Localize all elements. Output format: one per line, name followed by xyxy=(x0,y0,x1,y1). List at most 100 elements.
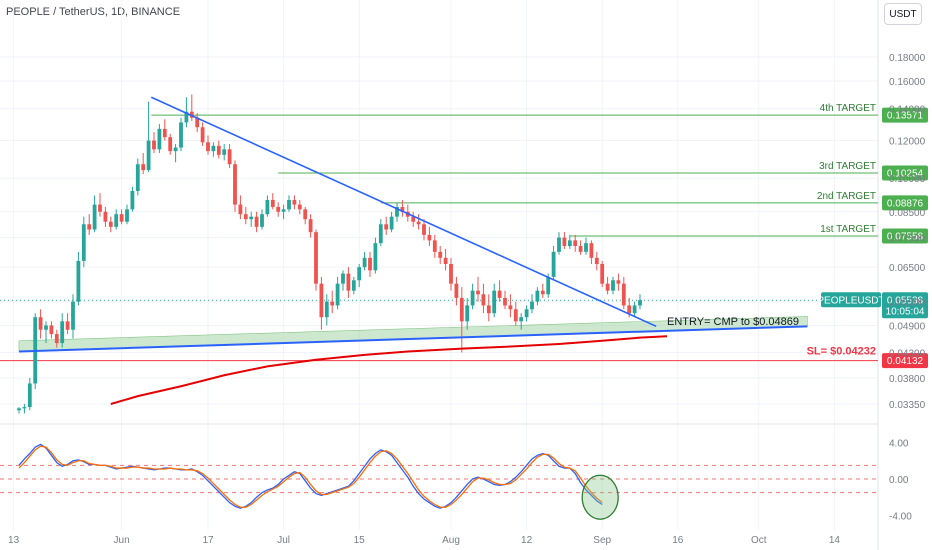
time-tick-label: 13 xyxy=(8,535,20,546)
candle xyxy=(146,101,151,173)
candle xyxy=(184,97,189,128)
candle-body xyxy=(227,149,232,165)
price-axis[interactable]: 0.18000 0.16000 0.14000 0.12000 0.10000 0.085… xyxy=(889,53,926,411)
time-tick-label: 12 xyxy=(521,535,533,546)
candle xyxy=(362,251,367,271)
time-tick-label: 15 xyxy=(354,535,366,546)
candle-body xyxy=(222,149,227,155)
candle-body xyxy=(65,321,70,330)
candle xyxy=(459,287,464,353)
oscillator-panel: 4.00 0.00 -4.00 xyxy=(0,439,912,522)
candle-body xyxy=(335,283,340,306)
candle xyxy=(49,321,54,339)
candle-body xyxy=(98,204,102,212)
candlestick-series xyxy=(17,94,642,414)
candle xyxy=(422,219,426,241)
candle-body xyxy=(54,334,59,344)
candle xyxy=(162,119,167,141)
candle-body xyxy=(616,280,621,284)
candle xyxy=(92,195,97,233)
candle xyxy=(621,276,626,310)
candle-body xyxy=(233,164,237,205)
candle xyxy=(530,294,534,314)
candle xyxy=(443,248,448,271)
candle xyxy=(179,117,183,152)
candle-body xyxy=(157,128,162,150)
current-price-tag xyxy=(882,292,928,319)
candle-body xyxy=(470,290,475,306)
candle xyxy=(551,246,556,281)
candle xyxy=(562,232,567,249)
target-label: 1st TARGET xyxy=(820,224,876,235)
candle xyxy=(81,216,86,268)
highlight-circle xyxy=(581,474,619,520)
candle-body xyxy=(395,206,399,217)
price-tick-label: 0.08500 xyxy=(889,208,926,219)
currency-button[interactable]: USDT xyxy=(884,3,922,25)
candle xyxy=(605,276,610,295)
time-tick-label: 14 xyxy=(829,535,841,546)
price-tick-label: 0.18000 xyxy=(889,53,926,64)
candle xyxy=(470,283,475,310)
price-tick-label: 0.04300 xyxy=(889,348,926,359)
candle xyxy=(351,276,356,295)
candle-body xyxy=(427,234,432,241)
candle xyxy=(168,133,173,155)
candle xyxy=(476,276,480,302)
candle-body xyxy=(351,280,356,291)
candle-body xyxy=(562,237,567,247)
candle-body xyxy=(341,273,345,284)
candle-body xyxy=(27,383,32,408)
candle-body xyxy=(76,260,81,302)
candle-body xyxy=(108,221,113,227)
candle xyxy=(292,195,297,210)
time-axis[interactable]: 13 Jun 17 Jul 15 Aug 12 Sep 16 Oct 14 xyxy=(8,535,840,546)
candle xyxy=(389,211,394,233)
price-tick-label: 0.05500 xyxy=(889,298,926,309)
grid-lines xyxy=(0,0,879,550)
candle xyxy=(233,160,237,212)
current-price-text: 0.05538 xyxy=(887,296,924,307)
candle xyxy=(173,144,178,163)
price-tick-label: 0.14000 xyxy=(889,105,926,116)
time-tick-label: Aug xyxy=(442,535,460,546)
candle-body xyxy=(125,209,129,222)
candle xyxy=(557,232,561,255)
stop-loss-tag xyxy=(882,353,928,369)
candle xyxy=(432,234,437,258)
candle-body xyxy=(389,216,394,230)
target-price-tag xyxy=(882,195,928,211)
candle-body xyxy=(330,301,335,306)
candle-body xyxy=(297,204,302,210)
candle xyxy=(216,140,221,159)
stop-loss-price: 0.04132 xyxy=(887,356,924,367)
candle xyxy=(335,276,340,310)
candle xyxy=(103,206,108,227)
candle-body xyxy=(411,216,416,222)
candle xyxy=(400,199,405,217)
candle-body xyxy=(508,305,513,310)
candle xyxy=(481,283,486,314)
candle-body xyxy=(497,290,502,298)
candle xyxy=(535,287,540,306)
candle xyxy=(222,144,227,161)
candle-body xyxy=(432,240,437,252)
candle-body xyxy=(584,243,588,252)
candle-body xyxy=(627,305,632,314)
candle-body xyxy=(103,211,108,222)
candle xyxy=(411,211,416,227)
candle xyxy=(368,251,372,277)
candle-body xyxy=(530,301,534,310)
candle-body xyxy=(303,209,308,220)
candle-body xyxy=(254,216,259,227)
target-price-text: 0.10254 xyxy=(887,169,924,180)
candle xyxy=(357,263,362,288)
candle xyxy=(454,276,459,306)
candle xyxy=(22,403,27,414)
candle-body xyxy=(465,305,470,322)
candle-body xyxy=(535,290,540,302)
candle xyxy=(438,246,443,264)
candle xyxy=(303,206,308,225)
candle-body xyxy=(492,290,497,314)
